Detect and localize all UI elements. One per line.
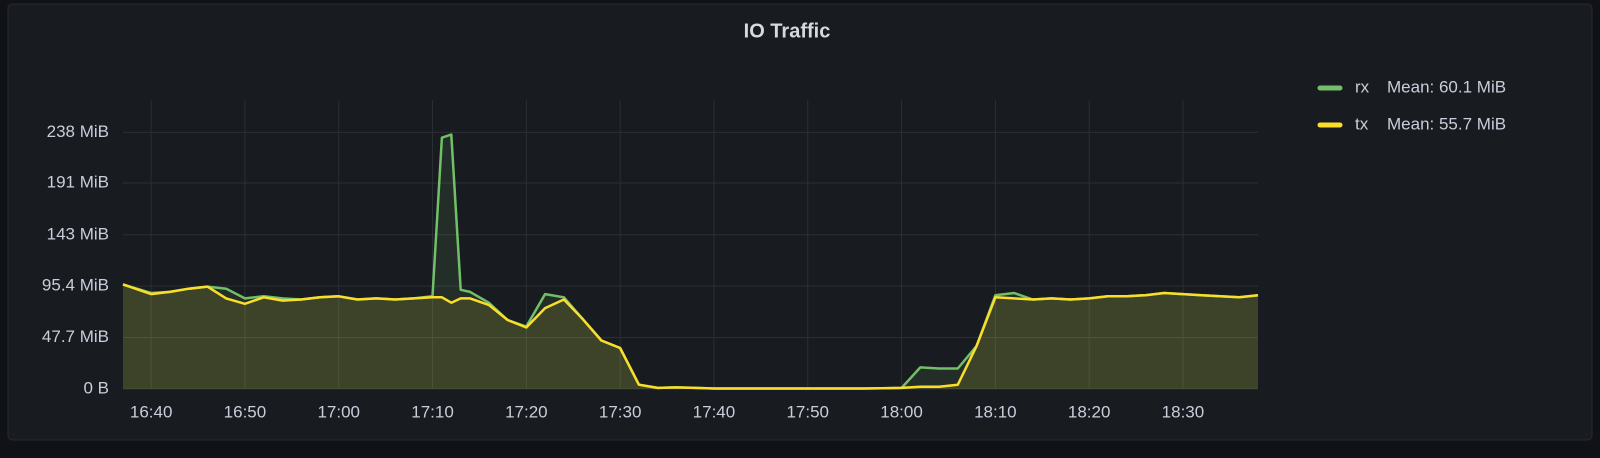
area [123,284,1258,389]
x-tick-label: 17:20 [505,402,548,421]
x-tick-label: 16:40 [130,402,173,421]
x-tick-label: 18:10 [974,402,1017,421]
x-tick-label: 17:10 [411,402,454,421]
x-tick-label: 17:40 [693,402,736,421]
x-tick-label: 17:50 [786,402,829,421]
y-tick-label: 95.4 MiB [42,276,109,295]
y-tick-label: 143 MiB [47,224,109,243]
y-tick-label: 238 MiB [47,122,109,141]
x-tick-label: 17:00 [317,402,360,421]
x-tick-label: 18:20 [1068,402,1111,421]
y-tick-label: 0 B [83,378,109,397]
area [123,134,1258,389]
y-tick-label: 47.7 MiB [42,327,109,346]
legend-label: rx [1355,77,1370,96]
chart-title: IO Traffic [744,20,831,42]
x-tick-label: 17:30 [599,402,642,421]
legend-value: Mean: 60.1 MiB [1387,77,1506,96]
x-tick-label: 16:50 [224,402,267,421]
y-tick-label: 191 MiB [47,173,109,192]
series-line [122,283,1259,390]
panel [7,3,1593,441]
x-tick-label: 18:30 [1162,402,1205,421]
legend-value: Mean: 55.7 MiB [1387,114,1506,133]
legend-label: tx [1355,114,1369,133]
x-tick-label: 18:00 [880,402,923,421]
